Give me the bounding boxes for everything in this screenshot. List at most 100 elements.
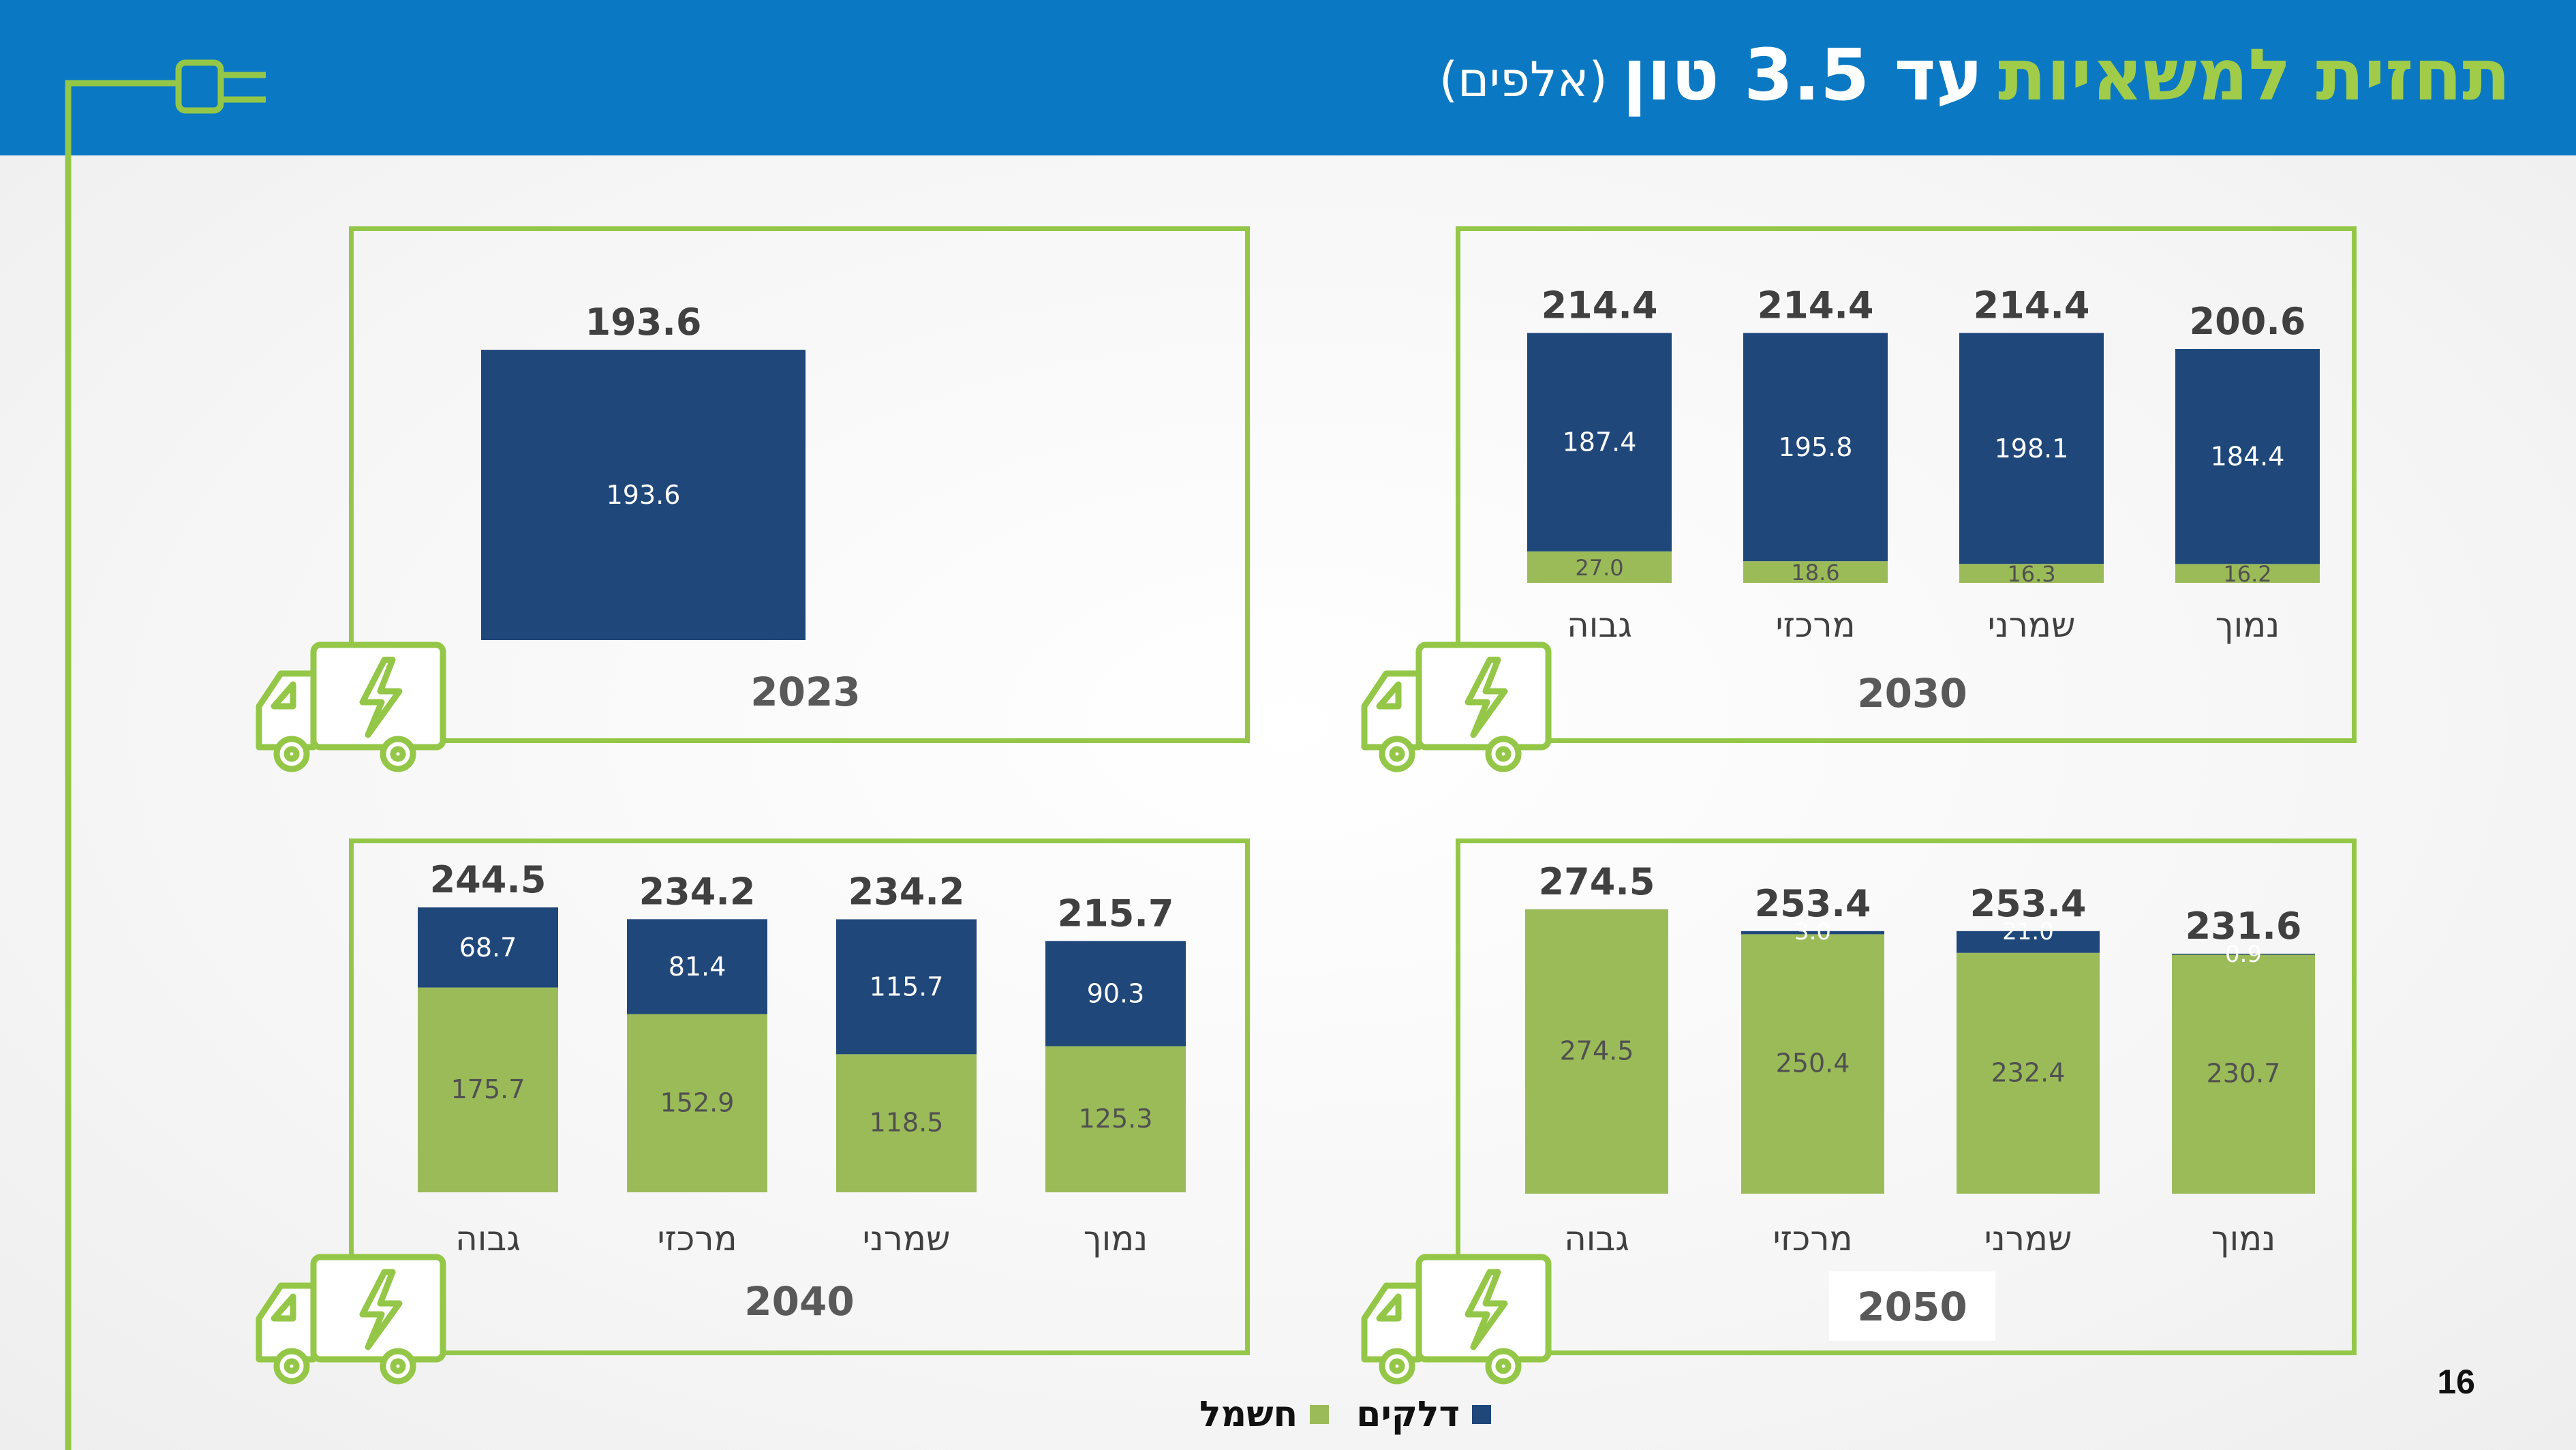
- total-label: 200.6: [2190, 300, 2306, 343]
- category-label: נמוך: [1084, 1219, 1148, 1258]
- panel-2023: 193.6 193.6 2023: [349, 226, 1250, 743]
- bar-electric: [2172, 954, 2315, 1194]
- data-label-electric: 274.5: [1560, 1036, 1634, 1066]
- data-label-fuel: 195.8: [1779, 432, 1853, 462]
- electric-truck-icon: [256, 641, 446, 772]
- bar-electric: [1957, 952, 2100, 1194]
- data-label-fuel: 3.0: [1794, 918, 1831, 946]
- total-label: 214.4: [1542, 284, 1658, 327]
- bar-electric: [1741, 934, 1884, 1194]
- bar-fuel: [627, 919, 767, 1014]
- legend-swatch-electric: [1310, 1405, 1330, 1424]
- total-label: 231.6: [2186, 905, 2302, 948]
- category-label: שמרני: [863, 1219, 951, 1258]
- chart-2030-plot: 27.0 187.4 214.4 גבוה 18.6 195.8 214.4 מרכזי 16.…: [1527, 284, 2320, 645]
- data-label-electric: 16.3: [2007, 561, 2055, 587]
- bar-fuel: [1741, 931, 1884, 935]
- data-label-electric: 16.2: [2223, 561, 2271, 587]
- panel-2040: 175.7 68.7 244.5 גבוה 152.9 81.4 234.2 מרכזי 118…: [349, 839, 1250, 1355]
- category-label: גבוה: [455, 1219, 521, 1258]
- total-label: 193.6: [585, 301, 702, 344]
- category-label: נמוך: [2211, 1219, 2275, 1258]
- data-label-electric: 175.7: [451, 1074, 525, 1104]
- total-label: 253.4: [1755, 882, 1871, 925]
- bar-fuel: [1743, 333, 1888, 562]
- chart-2050: 274.5274.5גבוה250.43.0253.4מרכזי232.421.…: [1525, 860, 2315, 1341]
- total-label: 214.4: [1974, 284, 2090, 327]
- data-label-electric: 118.5: [870, 1108, 944, 1138]
- legend-item-electric: חשמל: [1199, 1394, 1330, 1435]
- data-label-electric: 125.3: [1079, 1104, 1153, 1134]
- bar-fuel: [836, 919, 977, 1055]
- bar-electric: [836, 1054, 977, 1192]
- title-unit: (אלפים): [1439, 52, 1608, 108]
- data-label-electric: 232.4: [1991, 1057, 2066, 1087]
- chart-2050-plot: 274.5274.5גבוה250.43.0253.4מרכזי232.421.…: [1525, 860, 2315, 1258]
- category-label: מרכזי: [1773, 1219, 1852, 1258]
- bar-electric: [1045, 1046, 1186, 1192]
- bar-fuel: [2175, 348, 2320, 564]
- bar-fuel: [1959, 333, 2104, 564]
- bar-electric: [2175, 564, 2320, 583]
- data-label-fuel: 193.6: [607, 480, 681, 510]
- category-label: נמוך: [2215, 605, 2280, 645]
- data-label-electric: 18.6: [1791, 560, 1839, 586]
- year-label-2050: 2050: [1857, 1284, 1967, 1330]
- panel-2050: 274.5 274.5 גבוה 250.4 3.0 253.4 מרכזי 232.4 21.…: [1456, 839, 2357, 1355]
- data-label-electric: 152.9: [660, 1087, 735, 1117]
- data-label-fuel: 115.7: [870, 971, 944, 1001]
- category-label: שמרני: [1988, 605, 2076, 645]
- legend: דלקים חשמל: [1199, 1391, 1492, 1438]
- legend-label-fuel: דלקים: [1356, 1394, 1460, 1435]
- bar-electric: [1743, 561, 1888, 583]
- chart-2040-plot: 175.7 68.7 244.5 גבוה 152.9 81.4 234.2 מרכזי 118…: [418, 858, 1186, 1258]
- panel-2030: 27.0 187.4 214.4 גבוה 18.6 195.8 214.4 מרכזי 16.…: [1456, 226, 2357, 743]
- chart-2023: 193.6 193.6 2023: [481, 301, 861, 715]
- year-label-2023: 2023: [750, 669, 860, 715]
- bar-fuel: [1045, 941, 1186, 1046]
- page-number: 16: [2437, 1363, 2475, 1401]
- bar-fuel: [1957, 931, 2100, 953]
- category-label: גבוה: [1567, 605, 1632, 645]
- bar-electric: [1527, 551, 1672, 583]
- data-label-fuel: 21.0: [2002, 918, 2054, 946]
- year-label-2040: 2040: [744, 1278, 854, 1325]
- data-label-electric: 230.7: [2207, 1059, 2281, 1089]
- total-label: 234.2: [639, 870, 756, 913]
- total-label: 274.5: [1539, 860, 1655, 903]
- page-title: תחזית למשאיות עד 3.5 טון (אלפים): [1439, 14, 2511, 136]
- total-label: 214.4: [1758, 284, 1874, 327]
- title-green-part: תחזית למשאיות: [1997, 33, 2511, 117]
- total-label: 234.2: [848, 871, 965, 913]
- year-label-2030: 2030: [1857, 670, 1967, 716]
- total-label: 253.4: [1970, 882, 2087, 925]
- data-label-fuel: 198.1: [1995, 434, 2069, 464]
- data-label-electric: 27.0: [1575, 555, 1623, 581]
- total-label: 244.5: [430, 858, 547, 901]
- bar-electric: [627, 1014, 767, 1192]
- category-label: מרכזי: [657, 1219, 737, 1258]
- electric-truck-icon: [256, 1254, 446, 1385]
- category-label: שמרני: [1984, 1219, 2072, 1258]
- data-label-electric: 250.4: [1776, 1048, 1850, 1078]
- total-label: 215.7: [1058, 892, 1174, 935]
- bar-fuel: [2172, 953, 2315, 955]
- data-label-fuel: 0.9: [2225, 941, 2262, 968]
- header-bar: [0, 0, 2576, 155]
- title-white-part: עד 3.5 טון: [1622, 33, 1983, 117]
- data-label-fuel: 187.4: [1563, 427, 1637, 457]
- bar-electric: [1959, 564, 2104, 583]
- data-label-fuel: 81.4: [669, 952, 726, 982]
- year-label-bg-2050: [1829, 1271, 1995, 1341]
- chart-2030: 27.0 187.4 214.4 גבוה 18.6 195.8 214.4 מרכזי 16.…: [1527, 284, 2320, 716]
- legend-swatch-fuel: [1472, 1405, 1492, 1424]
- chart-2023-plot: 193.6 193.6: [481, 301, 806, 640]
- plug-icon: [65, 59, 266, 1450]
- bar-fuel: [418, 907, 558, 988]
- legend-label-electric: חשמל: [1199, 1394, 1298, 1435]
- category-label: גבוה: [1564, 1219, 1629, 1258]
- legend-item-fuel: דלקים: [1356, 1394, 1492, 1435]
- bar-fuel: [1527, 333, 1672, 552]
- bar-electric: [1525, 909, 1668, 1194]
- bar-electric: [418, 987, 558, 1192]
